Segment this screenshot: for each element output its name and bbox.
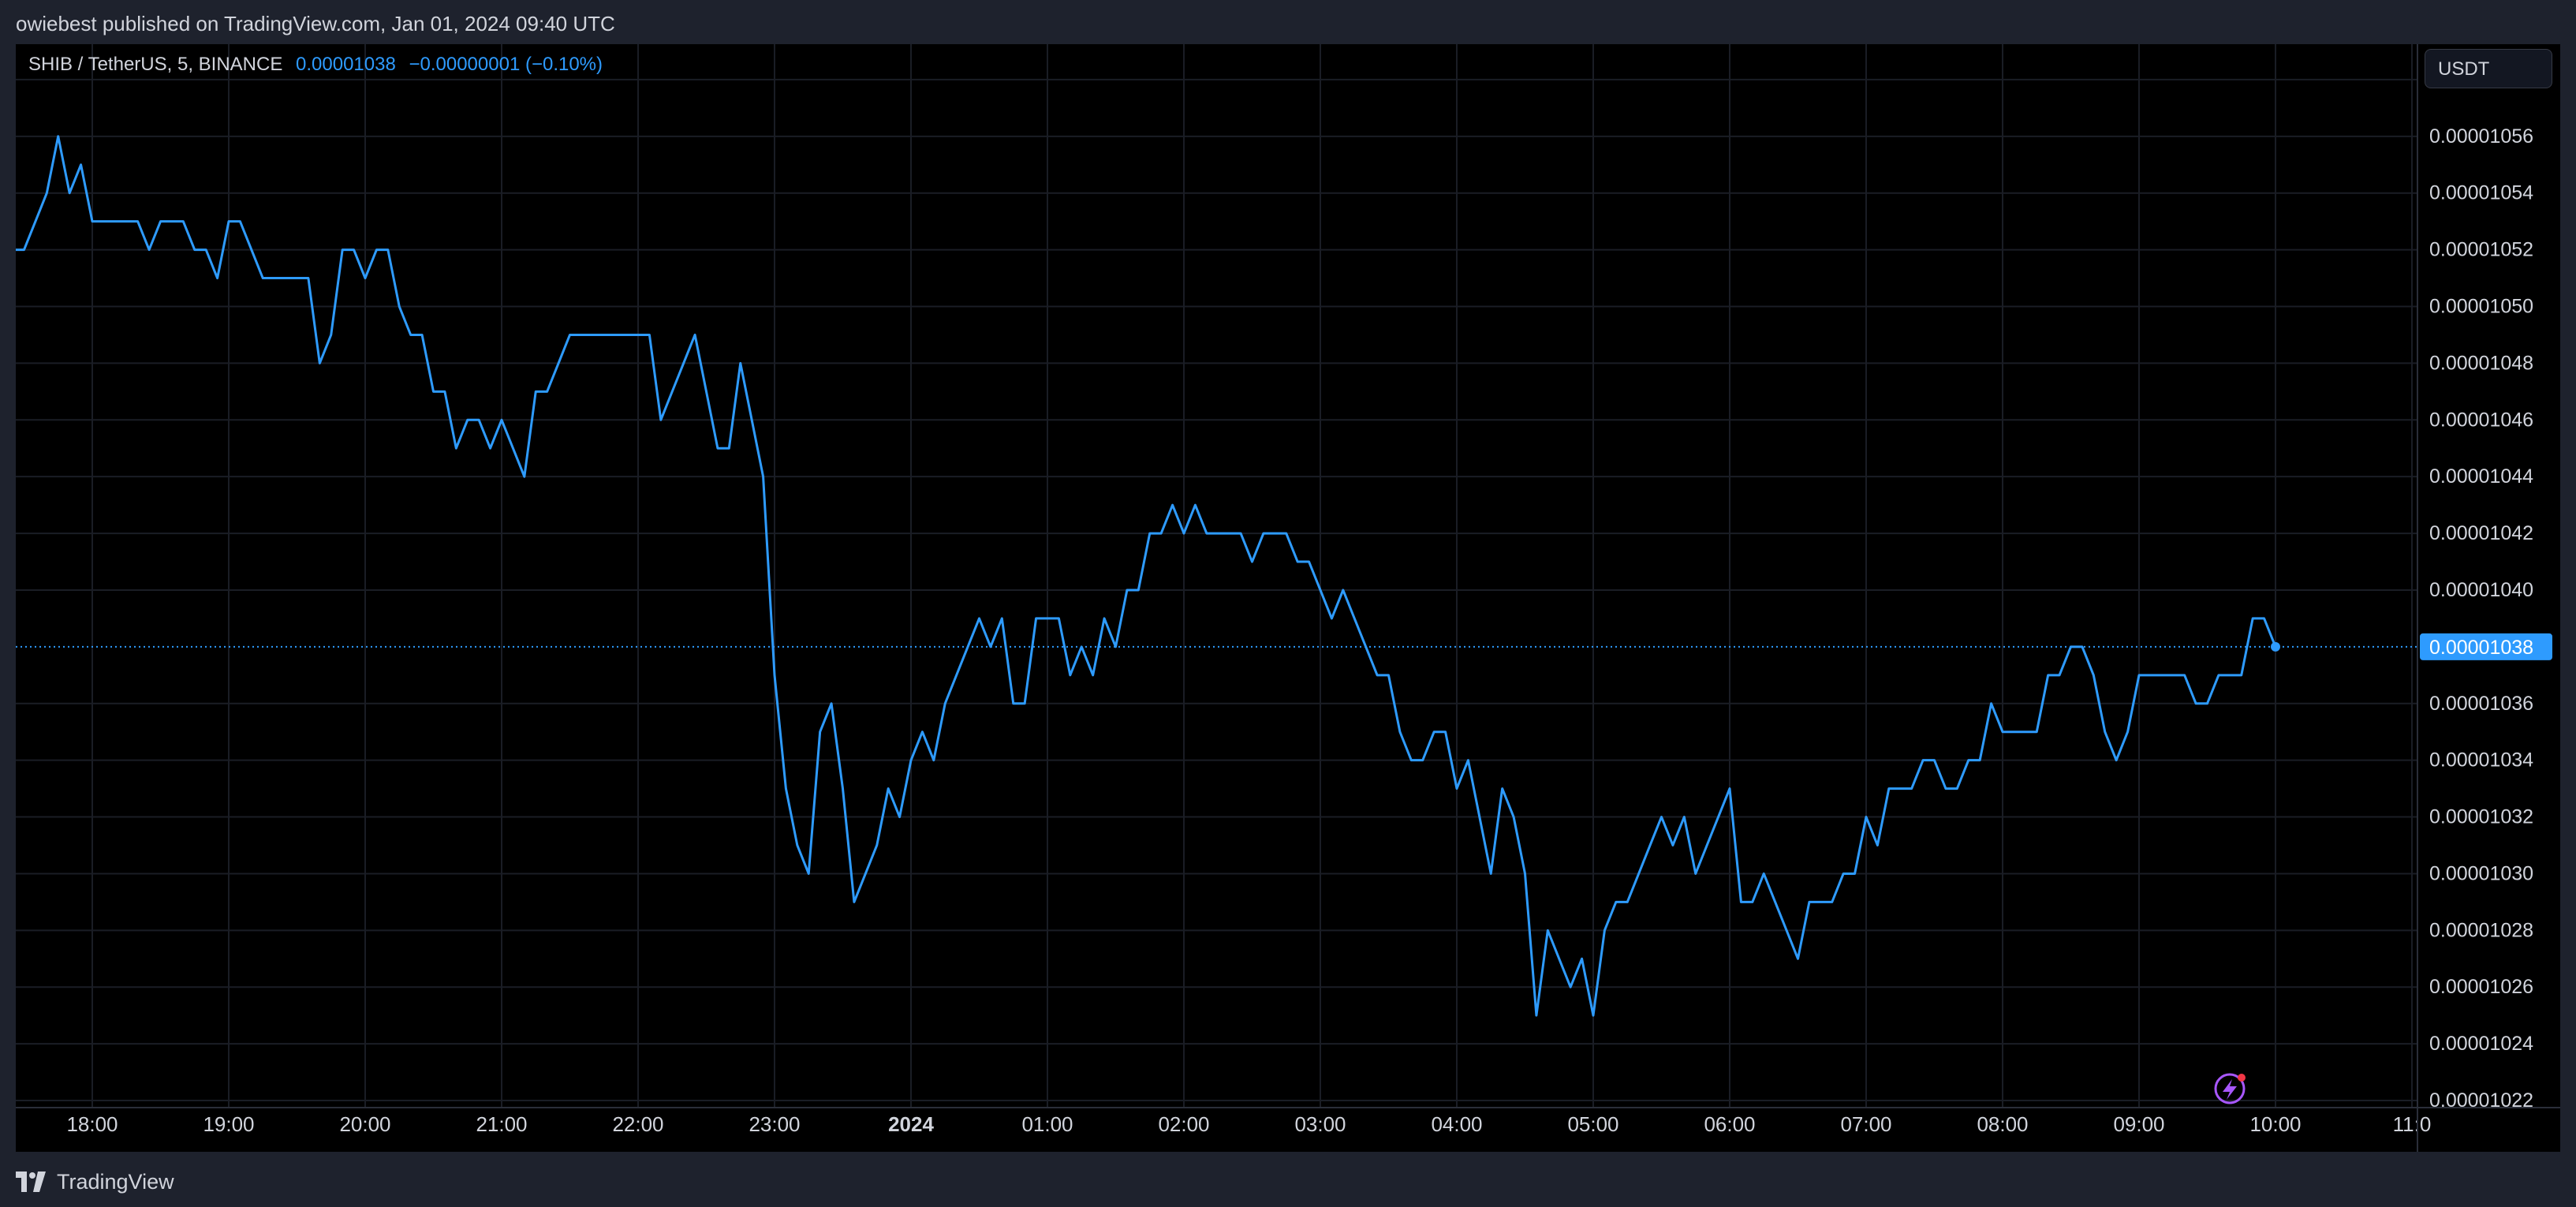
y-tick-label: 0.00001042 [2429,522,2533,544]
x-tick-label: 02:00 [1158,1112,1209,1136]
x-tick-label: 23:00 [749,1112,800,1136]
y-tick-label: 0.00001040 [2429,579,2533,601]
x-tick-label: 10:00 [2249,1112,2301,1136]
x-tick-label: 21:00 [476,1112,527,1136]
y-tick-label: 0.00001026 [2429,976,2533,998]
last-price-marker [2271,641,2280,652]
symbol-price: 0.00001038 [296,54,396,75]
x-tick-label: 03:00 [1294,1112,1346,1136]
y-tick-label: 0.00001034 [2429,749,2533,772]
footer-brand-label: TradingView [57,1170,174,1194]
y-tick-label: 0.00001044 [2429,465,2533,488]
last-price-tag-label: 0.00001038 [2429,637,2533,659]
y-tick-label: 0.00001030 [2429,862,2533,884]
x-tick-label: 19:00 [203,1112,254,1136]
x-tick-label: 09:00 [2113,1112,2164,1136]
y-tick-label: 0.00001052 [2429,239,2533,261]
y-tick-label: 0.00001054 [2429,182,2533,204]
symbol-info: SHIB / TetherUS, 5, BINANCE 0.00001038 −… [28,54,603,76]
x-tick-label: 07:00 [1840,1112,1891,1136]
footer-brand[interactable]: TradingView [16,1166,174,1198]
chart-frame[interactable] [16,44,2560,1152]
x-tick-label: 08:00 [1977,1112,2028,1136]
y-tick-label: 0.00001056 [2429,125,2533,148]
x-tick-label: 22:00 [612,1112,663,1136]
x-tick-label: 06:00 [1704,1112,1755,1136]
publish-header: owiebest published on TradingView.com, J… [16,12,615,36]
y-tick-label: 0.00001028 [2429,919,2533,941]
price-line [16,135,2277,1017]
series-layer [16,135,2417,1017]
y-tick-label: 0.00001024 [2429,1033,2533,1055]
y-tick-label: 0.00001046 [2429,409,2533,431]
lightning-bolt [2223,1079,2237,1100]
y-tick-label: 0.00001032 [2429,806,2533,828]
symbol-name: SHIB / TetherUS, 5, BINANCE [28,54,283,75]
last-price-tag [2420,633,2552,660]
currency-button[interactable]: USDT [2425,49,2552,88]
x-tick-label: 04:00 [1431,1112,1482,1136]
lightning-icon-ring [2214,1073,2246,1104]
x-tick-label: 01:00 [1021,1112,1073,1136]
y-tick-label: 0.00001050 [2429,296,2533,318]
symbol-change: −0.00000001 (−0.10%) [409,54,603,75]
x-tick-label: 05:00 [1567,1112,1618,1136]
tradingview-logo-icon [16,1172,46,1192]
x-tick-label: 20:00 [339,1112,390,1136]
notification-dot [2238,1074,2246,1082]
y-tick-label: 0.00001036 [2429,693,2533,715]
x-tick-label: 2024 [888,1112,934,1136]
x-tick-label: 18:00 [66,1112,118,1136]
x-tick-label: 11:0 [2393,1112,2432,1136]
grid-lines [16,44,2417,1108]
axes: 0.000010580.000010560.000010540.00001052… [16,44,2560,1152]
y-tick-label: 0.00001048 [2429,352,2533,374]
lightning-icon [2214,1073,2246,1104]
